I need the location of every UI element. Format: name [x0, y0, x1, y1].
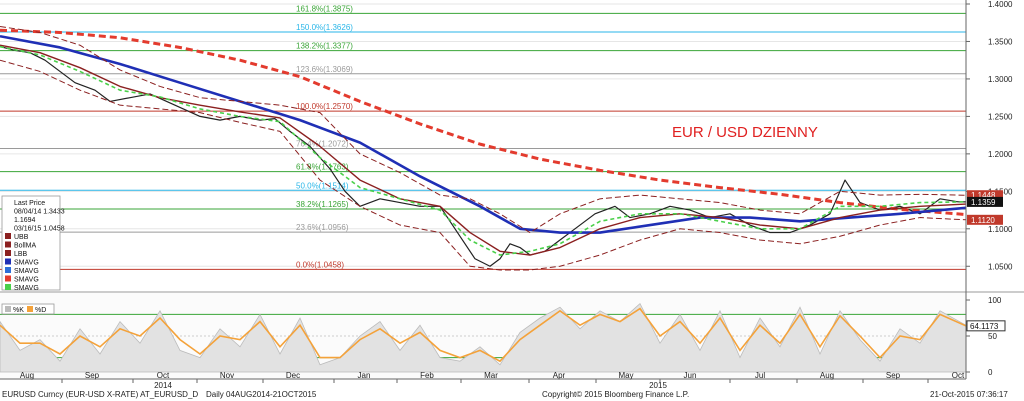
- osc-tick-label: 0: [988, 368, 993, 377]
- legend-entry: BollMA: [14, 243, 37, 250]
- fib-label: 0.0%(1.0458): [296, 260, 344, 269]
- price-tag: [967, 196, 1003, 207]
- month-label: Mar: [484, 371, 498, 380]
- price-tick-label: 1.4000: [988, 0, 1013, 9]
- price-tag: [967, 190, 1003, 201]
- legend-ohlc-line: 03/16/15 1.0458: [14, 226, 65, 233]
- fib-label: 76.4%(1.2072): [296, 139, 349, 148]
- series-smavg-100: [0, 34, 967, 234]
- osc-d-line: [0, 307, 967, 363]
- month-label: Sep: [886, 371, 901, 380]
- price-tag: [967, 214, 1003, 225]
- month-label: Sep: [85, 371, 100, 380]
- fib-label: 23.6%(1.0956): [296, 223, 349, 232]
- osc-value-tag-text: 64.1173: [970, 322, 999, 331]
- legend-entry: SMAVG: [14, 268, 39, 275]
- month-label: Aug: [20, 371, 34, 380]
- date-range-label: Daily 04AUG2014-21OCT2015: [206, 390, 317, 399]
- price-chart: 161.8%(1.3875) 150.0%(1.3626) 138.2%(1.337…: [0, 0, 1024, 389]
- legend-swatch: [5, 258, 11, 265]
- month-label: Jun: [684, 371, 697, 380]
- osc-legend-swatch: [27, 306, 33, 312]
- fib-label: 50.0%(1.1514): [296, 181, 349, 190]
- series-smavg-20: [0, 45, 967, 256]
- timestamp-label: 21-Oct-2015 07:36:17: [930, 390, 1008, 399]
- legend-box: [1, 195, 61, 291]
- osc-tick-label: 50: [988, 332, 997, 341]
- month-label: Apr: [553, 371, 566, 380]
- month-label: Aug: [820, 371, 834, 380]
- price-tag-value: 1.1120: [971, 216, 995, 225]
- legend-entry: LBB: [14, 251, 28, 258]
- month-label: May: [618, 371, 633, 380]
- osc-value-tag: [966, 320, 1006, 332]
- osc-legend-entry: %K: [13, 307, 24, 314]
- fib-label: 123.6%(1.3069): [296, 65, 353, 74]
- fib-label: 138.2%(1.3377): [296, 42, 353, 51]
- price-tick-label: 1.2000: [988, 150, 1013, 159]
- legend-ohlc-line: 1.1694: [14, 217, 36, 224]
- month-label: Dec: [286, 371, 300, 380]
- chart-title: EUR / USD DZIENNY: [672, 124, 818, 141]
- year-label: 2015: [649, 381, 667, 389]
- fib-label: 161.8%(1.3875): [296, 4, 353, 13]
- legend-swatch: [5, 250, 11, 256]
- price-tick-label: 1.2500: [988, 112, 1013, 121]
- legend-swatch: [5, 267, 11, 273]
- price-tick-label: 1.3500: [988, 37, 1013, 46]
- legend-entry: UBB: [14, 234, 29, 241]
- legend-title: Last Price: [14, 200, 45, 207]
- price-tag-value: 1.1448: [971, 191, 996, 200]
- legend-entry: SMAVG: [14, 285, 39, 292]
- price-tick-label: 1.0500: [988, 262, 1013, 271]
- month-label: Jul: [755, 371, 765, 380]
- month-label: Oct: [157, 371, 170, 380]
- price-tag-value: 1.1359: [971, 198, 996, 207]
- series-lbb: [0, 59, 967, 271]
- legend-swatch: [5, 284, 11, 290]
- series-smavg-200: [0, 28, 967, 217]
- osc-tick-label: 100: [988, 296, 1002, 305]
- month-label: Nov: [220, 371, 234, 380]
- fib-label: 38.2%(1.1265): [296, 200, 349, 209]
- osc-legend-entry: %D: [35, 307, 46, 314]
- price-tick-label: 1.3000: [988, 75, 1013, 84]
- month-label: Jan: [358, 371, 371, 380]
- footer-bar: EURUSD Curncy (EUR-USD X-RATE) AT_EURUSD…: [0, 389, 1024, 401]
- fib-label: 150.0%(1.3626): [296, 23, 353, 32]
- legend-entry: SMAVG: [14, 277, 39, 284]
- month-label: Feb: [420, 371, 434, 380]
- security-label: EURUSD Curncy (EUR-USD X-RATE) AT_EURUSD…: [2, 390, 199, 399]
- osc-legend-swatch: [5, 306, 11, 312]
- price-tick-label: 1.1000: [988, 225, 1013, 234]
- legend-swatch: [5, 241, 11, 248]
- fib-label: 61.8%(1.1763): [296, 163, 349, 172]
- legend-swatch: [5, 233, 11, 239]
- copyright-label: Copyright© 2015 Bloomberg Finance L.P.: [542, 390, 690, 399]
- legend-entry: SMAVG: [14, 260, 39, 267]
- year-label: 2014: [154, 381, 172, 389]
- legend-swatch: [5, 275, 11, 282]
- fib-label: 100.0%(1.2570): [296, 102, 353, 111]
- legend-ohlc-line: 08/04/14 1.3433: [14, 209, 65, 216]
- month-label: Oct: [952, 371, 965, 380]
